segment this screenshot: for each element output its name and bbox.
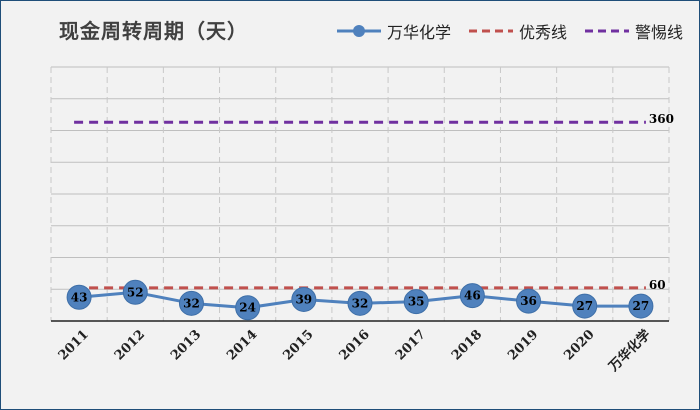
legend-item-excellent: 优秀线 bbox=[468, 19, 567, 43]
data-point bbox=[572, 293, 598, 319]
x-tick-label: 2016 bbox=[337, 327, 373, 363]
data-label: 27 bbox=[633, 299, 650, 313]
legend-marker-excellent bbox=[468, 29, 513, 33]
data-point bbox=[178, 290, 204, 316]
legend-label-excellent: 优秀线 bbox=[518, 23, 567, 42]
data-point bbox=[516, 288, 542, 314]
reference-line-label: 60 bbox=[649, 278, 666, 292]
x-tick-label: 2017 bbox=[393, 327, 429, 363]
x-tick-label: 2020 bbox=[561, 327, 597, 363]
x-tick-label: 2015 bbox=[280, 327, 316, 363]
data-point bbox=[628, 293, 654, 319]
data-point bbox=[122, 279, 148, 305]
legend-item-series: 万华化学 bbox=[336, 19, 451, 43]
data-label: 36 bbox=[520, 294, 537, 308]
legend-item-warning: 警惕线 bbox=[584, 19, 683, 43]
x-tick-label: 2014 bbox=[224, 327, 260, 363]
data-point bbox=[66, 284, 92, 310]
data-label: 46 bbox=[464, 289, 481, 303]
data-label: 27 bbox=[576, 299, 593, 313]
data-point bbox=[459, 283, 485, 309]
data-label: 43 bbox=[71, 290, 88, 304]
x-tick-label: 2012 bbox=[112, 327, 148, 363]
data-point bbox=[235, 295, 261, 321]
data-point bbox=[347, 290, 373, 316]
data-point bbox=[403, 289, 429, 315]
x-tick-label: 2018 bbox=[449, 327, 485, 363]
x-tick-label: 2019 bbox=[505, 327, 541, 363]
data-point bbox=[291, 286, 317, 312]
data-label: 39 bbox=[295, 292, 312, 306]
data-label: 32 bbox=[352, 296, 369, 310]
x-tick-label: 万华化学 bbox=[605, 327, 654, 376]
legend-label-series: 万华化学 bbox=[386, 23, 451, 42]
legend: 万华化学 优秀线 警惕线 bbox=[336, 19, 683, 43]
legend-marker-series bbox=[336, 25, 381, 37]
legend-label-warning: 警惕线 bbox=[634, 23, 683, 42]
reference-line-label: 360 bbox=[649, 112, 674, 126]
data-label: 32 bbox=[183, 296, 200, 310]
data-label: 24 bbox=[239, 301, 256, 315]
data-label: 52 bbox=[127, 285, 144, 299]
chart-title: 现金周转周期（天） bbox=[59, 19, 248, 43]
legend-marker-warning bbox=[584, 29, 629, 33]
data-label: 35 bbox=[408, 295, 425, 309]
x-tick-label: 2013 bbox=[168, 327, 204, 363]
x-tick-label: 2011 bbox=[56, 327, 92, 363]
